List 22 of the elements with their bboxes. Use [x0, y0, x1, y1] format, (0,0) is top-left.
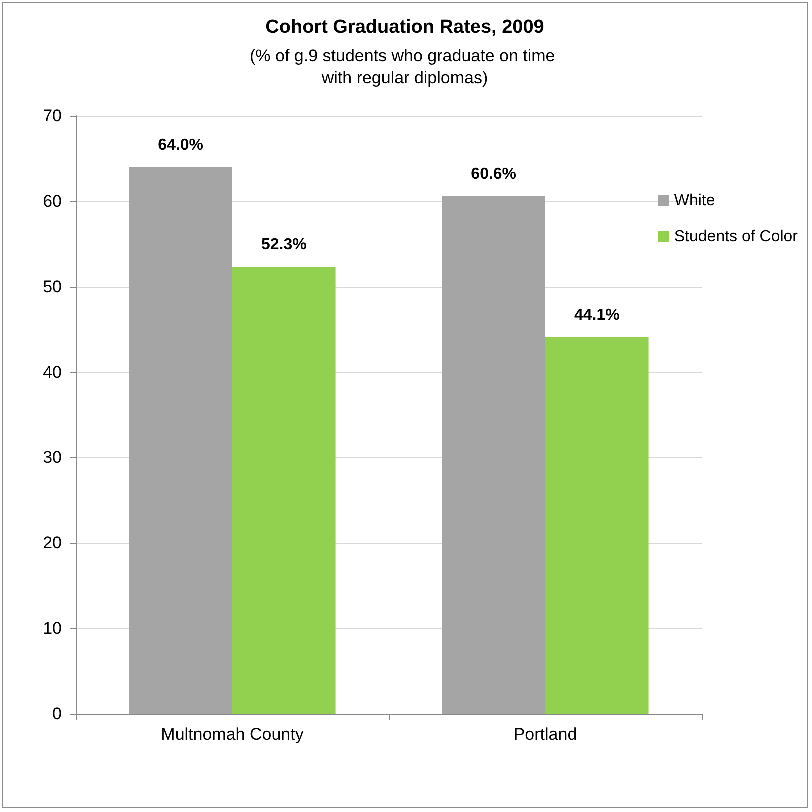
y-tick-label: 20	[43, 534, 62, 553]
legend-label: Students of Color	[674, 228, 799, 246]
y-tick-label: 10	[43, 619, 62, 638]
x-tick-label: Multnomah County	[161, 725, 304, 744]
bar	[546, 337, 649, 714]
bar	[442, 196, 546, 714]
data-label: 60.6%	[471, 166, 517, 183]
y-tick-label: 70	[43, 106, 62, 126]
data-label: 52.3%	[261, 236, 307, 254]
y-tick-label: 40	[43, 362, 62, 382]
y-tick-label: 0	[52, 704, 62, 724]
bar	[232, 267, 336, 714]
data-label: 64.0%	[158, 136, 204, 154]
x-tick-label: Portland	[514, 725, 578, 744]
chart-title: Cohort Graduation Rates, 2009	[266, 17, 544, 38]
legend-label: White	[674, 192, 716, 210]
y-tick-label: 50	[43, 277, 62, 296]
y-tick-label: 30	[43, 448, 62, 468]
bar	[129, 167, 232, 714]
y-tick-label: 60	[43, 192, 62, 211]
data-label: 44.1%	[574, 306, 620, 324]
chart-subtitle: (% of g.9 students who graduate on time with regular diplomas)	[250, 46, 560, 88]
